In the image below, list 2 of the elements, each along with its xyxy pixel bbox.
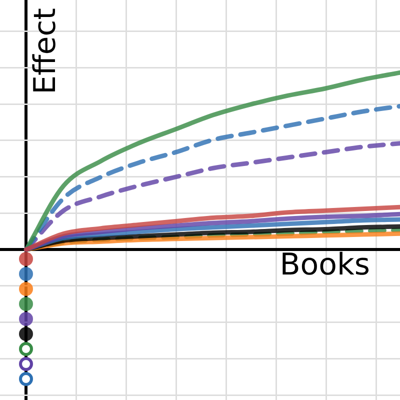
y-axis-title: Effect: [28, 8, 63, 94]
x-axis-title: Books: [280, 247, 370, 282]
